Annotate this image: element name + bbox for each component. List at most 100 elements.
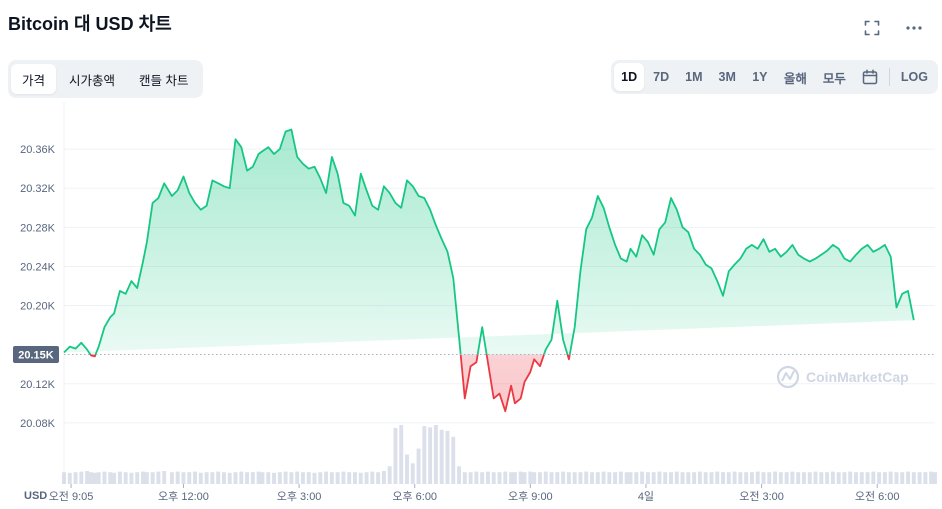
volume-bar xyxy=(399,425,404,484)
volume-bar xyxy=(882,472,887,484)
coinmarketcap-logo-icon xyxy=(776,365,800,389)
volume-bar xyxy=(549,472,554,484)
volume-bar xyxy=(744,472,749,484)
volume-bar xyxy=(584,471,589,484)
tab-price[interactable]: 가격 xyxy=(11,64,57,94)
page-title: Bitcoin 대 USD 차트 xyxy=(8,14,172,34)
range-ytd[interactable]: 올해 xyxy=(783,71,807,86)
volume-bar xyxy=(272,472,277,484)
volume-bar xyxy=(141,471,145,484)
volume-bar xyxy=(657,471,662,484)
volume-bar xyxy=(277,472,282,484)
volume-bar xyxy=(312,472,317,484)
volume-bar xyxy=(79,471,84,484)
logo-mark xyxy=(781,370,795,382)
volume-bar xyxy=(923,472,928,484)
volume-bar xyxy=(245,472,250,484)
volume-bar xyxy=(900,472,905,484)
volume-bar xyxy=(555,472,560,484)
y-tick-label: 20.36K xyxy=(20,144,56,156)
volume-bar xyxy=(422,426,427,484)
range-7d[interactable]: 7D xyxy=(653,70,670,84)
volume-bar xyxy=(381,471,386,484)
reference-price-badge xyxy=(13,345,59,363)
volume-bar xyxy=(825,472,830,484)
volume-bar xyxy=(221,472,226,484)
volume-bar xyxy=(117,471,122,484)
volume-bar xyxy=(590,472,594,484)
tab-candle-chart[interactable]: 캔들 차트 xyxy=(139,73,189,88)
volume-bar xyxy=(451,436,456,484)
volume-bar xyxy=(628,472,633,484)
volume-bar xyxy=(187,472,192,484)
range-1y[interactable]: 1Y xyxy=(752,70,768,84)
y-tick-label: 20.24K xyxy=(20,261,56,273)
log-scale-toggle[interactable]: LOG xyxy=(900,70,928,84)
volume-bar xyxy=(85,471,90,484)
volume-bar xyxy=(692,472,697,484)
volume-bar xyxy=(300,472,305,484)
volume-bar xyxy=(162,471,167,484)
range-1m[interactable]: 1M xyxy=(685,70,703,84)
volume-bar xyxy=(721,472,725,484)
range-3m[interactable]: 3M xyxy=(718,70,736,84)
volume-bar xyxy=(509,472,514,484)
volume-bar xyxy=(663,472,668,484)
volume-bar xyxy=(709,472,714,484)
volume-bar xyxy=(796,472,801,484)
x-tick-label: 오후 12:00 xyxy=(158,490,209,503)
more-icon[interactable] xyxy=(904,18,924,38)
x-tick-label: 오전 9:05 xyxy=(49,490,94,503)
volume-bar xyxy=(428,427,433,484)
volume-bar xyxy=(92,472,97,484)
volume-bar xyxy=(198,472,203,484)
volume-bar xyxy=(335,472,340,484)
volume-bar xyxy=(595,472,600,484)
volume-bar xyxy=(755,471,760,484)
volume-bar xyxy=(528,471,533,484)
volume-bar xyxy=(497,472,502,484)
volume-bar xyxy=(433,425,438,484)
fullscreen-icon[interactable] xyxy=(862,18,882,38)
x-tick-label: 오후 6:00 xyxy=(392,490,437,503)
x-tick-label: 오후 9:00 xyxy=(508,490,553,503)
volume-bar xyxy=(773,471,778,484)
volume-bar xyxy=(917,472,922,484)
volume-bar xyxy=(613,472,618,484)
volume-bar xyxy=(306,472,311,484)
range-1d[interactable]: 1D xyxy=(614,63,645,91)
volume-bar xyxy=(784,472,789,484)
tab-market-cap[interactable]: 시가총액 xyxy=(69,73,116,88)
volume-bar xyxy=(767,472,772,484)
watermark-text: CoinMarketCap xyxy=(806,369,909,385)
volume-bar xyxy=(726,472,731,484)
volume-bar xyxy=(410,463,415,484)
volume-bar xyxy=(150,472,155,484)
volume-bar xyxy=(216,471,221,484)
volume-bar xyxy=(239,471,244,484)
volume-bar xyxy=(480,472,485,484)
x-tick-label: 4일 xyxy=(638,489,654,503)
calendar-icon[interactable] xyxy=(855,63,885,91)
volume-bar xyxy=(607,472,612,484)
volume-bar xyxy=(859,472,864,484)
volume-bar xyxy=(669,472,673,484)
volume-bar xyxy=(295,471,300,484)
volume-bar xyxy=(680,472,685,484)
volume-bar xyxy=(933,472,937,484)
range-all[interactable]: 모두 xyxy=(822,71,846,86)
volume-bar xyxy=(123,472,128,484)
volume-bar xyxy=(73,472,78,484)
volume-bar xyxy=(640,471,645,484)
volume-bar xyxy=(193,471,198,484)
volume-bar xyxy=(854,472,858,484)
volume-bar xyxy=(227,472,232,484)
volume-bar xyxy=(135,472,140,484)
volume-bar xyxy=(566,472,571,484)
volume-bar xyxy=(112,472,117,484)
time-range-tabs: 1D 7D 1M 3M 1Y 올해 모두 LOG xyxy=(611,60,938,94)
range-divider xyxy=(888,68,890,86)
volume-bar xyxy=(175,471,180,484)
price-line-up xyxy=(63,128,915,355)
